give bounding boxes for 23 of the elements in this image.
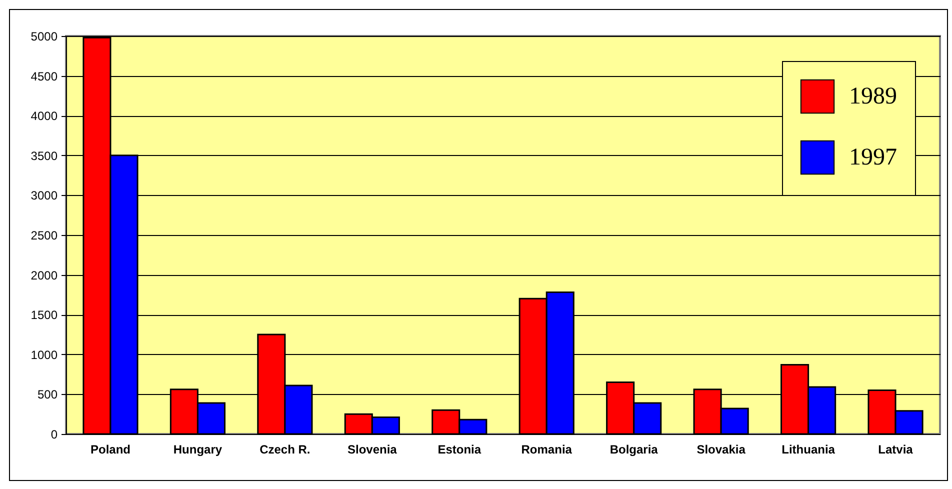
y-tick-label: 4500 bbox=[30, 69, 58, 84]
y-tick-label: 0 bbox=[50, 428, 58, 442]
x-tick-label: Bolgaria bbox=[610, 442, 658, 456]
y-tick-label: 5000 bbox=[30, 30, 58, 44]
y-tick-label: 4000 bbox=[30, 109, 58, 124]
x-tick-label: Latvia bbox=[878, 442, 914, 456]
x-tick-label: Romania bbox=[521, 442, 572, 456]
x-tick-label: Czech R. bbox=[260, 442, 310, 456]
y-tick-label: 3500 bbox=[30, 148, 58, 163]
y-tick-label: 1500 bbox=[30, 308, 58, 322]
y-tick-label: 2000 bbox=[30, 268, 58, 282]
x-tick-label: Slovakia bbox=[696, 442, 746, 456]
legend-label: 1989 bbox=[849, 84, 897, 110]
y-tick-label: 3000 bbox=[30, 188, 58, 203]
x-tick-label: Estonia bbox=[438, 442, 482, 456]
y-tick-label: 1000 bbox=[30, 348, 58, 362]
legend-label: 1997 bbox=[849, 144, 897, 170]
x-tick-label: Hungary bbox=[173, 442, 222, 456]
x-tick-label: Slovenia bbox=[347, 442, 398, 456]
x-tick-label: Poland bbox=[90, 442, 130, 456]
x-tick-label: Lithuania bbox=[782, 442, 836, 456]
y-tick-label: 500 bbox=[37, 388, 58, 402]
y-tick-label: 2500 bbox=[30, 228, 58, 242]
